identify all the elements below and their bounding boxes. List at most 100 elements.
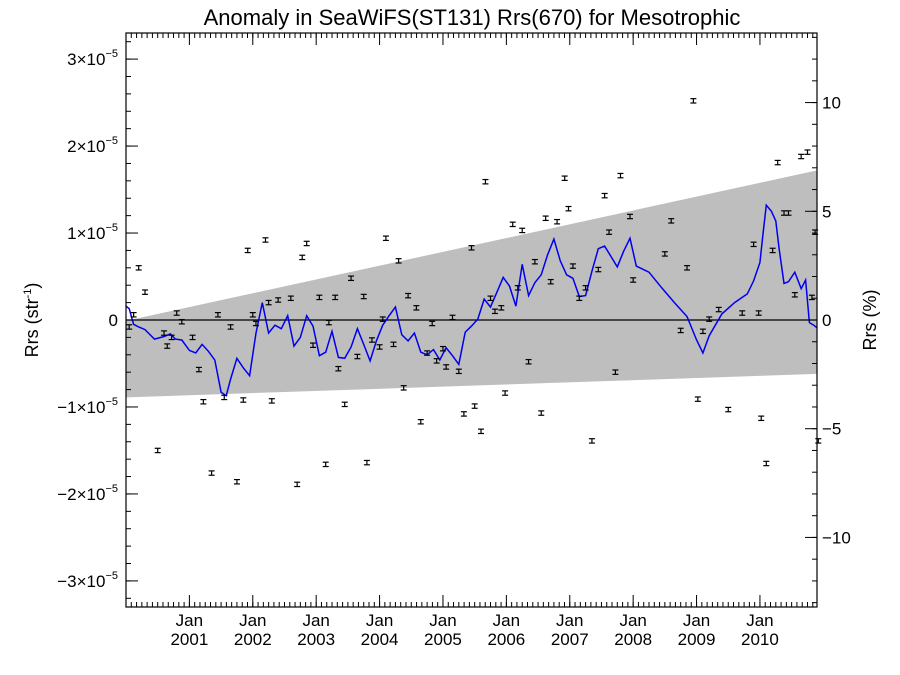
data-point [677, 327, 684, 334]
x-tick-year: 2007 [551, 630, 589, 649]
data-point [265, 299, 272, 306]
data-point [538, 410, 545, 416]
data-point [360, 293, 367, 300]
data-point [135, 265, 142, 271]
x-tick-month: Jan [619, 611, 646, 630]
data-point [774, 159, 781, 166]
data-point [376, 344, 383, 350]
data-point [514, 285, 521, 291]
data-point [487, 295, 494, 302]
running-mean-line [125, 203, 818, 397]
left-tick-label: −1×10−5 [57, 396, 118, 417]
data-point [325, 319, 332, 326]
data-point [405, 292, 412, 299]
data-point [195, 366, 202, 373]
data-point [341, 401, 348, 408]
data-point [221, 394, 228, 401]
data-point [178, 318, 185, 325]
data-point [804, 149, 811, 155]
data-point [502, 390, 509, 396]
data-point [491, 308, 498, 315]
x-tick-month: Jan [683, 611, 710, 630]
right-tick-label: 10 [822, 94, 841, 113]
data-point [758, 415, 765, 422]
anomaly-points [126, 98, 822, 488]
data-point [595, 266, 602, 273]
left-tick-label: −3×10−5 [57, 570, 118, 591]
data-point [565, 205, 572, 212]
data-point [547, 278, 554, 285]
data-point [268, 398, 275, 404]
data-point [439, 345, 446, 352]
data-point [750, 241, 757, 248]
data-point [395, 258, 402, 264]
data-point [519, 227, 526, 234]
data-point [576, 295, 583, 302]
right-tick-label: 5 [822, 202, 831, 221]
data-point [413, 305, 420, 311]
data-point [601, 192, 608, 199]
x-tick-year: 2009 [678, 630, 716, 649]
data-point [449, 314, 456, 321]
data-point [316, 294, 323, 301]
data-point [161, 330, 168, 336]
data-point [769, 247, 776, 254]
data-point [617, 172, 624, 179]
data-point [668, 218, 675, 224]
data-point [287, 295, 294, 302]
x-tick-month: Jan [176, 611, 203, 630]
data-point [354, 353, 361, 360]
x-tick-month: Jan [302, 611, 329, 630]
data-point [630, 277, 637, 283]
data-point [433, 358, 440, 364]
x-tick-year: 2010 [741, 630, 779, 649]
data-point [471, 403, 478, 409]
left-tick-label: 1×10−5 [67, 222, 118, 243]
data-point [154, 447, 161, 454]
data-point [569, 263, 576, 269]
x-tick-year: 2005 [424, 630, 462, 649]
data-point [214, 312, 221, 318]
chart-title: Anomaly in SeaWiFS(ST131) Rrs(670) for M… [204, 5, 741, 30]
data-point [798, 153, 805, 160]
right-tick-label: −10 [822, 528, 851, 547]
data-point [808, 294, 815, 301]
data-point [363, 459, 370, 466]
data-point [554, 218, 561, 225]
data-point [332, 294, 339, 301]
data-point [706, 316, 713, 322]
data-point [208, 470, 215, 476]
data-point [478, 428, 485, 435]
data-point [815, 438, 822, 444]
data-point [227, 324, 234, 330]
left-tick-label: 0 [109, 311, 118, 330]
x-tick-year: 2002 [234, 630, 272, 649]
data-point [684, 265, 691, 271]
x-tick-year: 2006 [487, 630, 525, 649]
data-point [525, 358, 532, 365]
y-axis-label-left: Rrs (str-1) [22, 283, 42, 358]
x-tick-year: 2004 [361, 630, 399, 649]
data-point [275, 297, 282, 303]
data-point [249, 312, 256, 318]
x-tick-year: 2008 [614, 630, 652, 649]
data-point [460, 411, 467, 417]
data-point [468, 245, 475, 251]
data-point [455, 368, 462, 375]
data-point [690, 98, 697, 104]
data-point [561, 175, 568, 182]
data-point [606, 229, 613, 235]
data-point [126, 324, 133, 330]
uncertainty-band [126, 170, 817, 398]
x-tick-month: Jan [493, 611, 520, 630]
data-point [244, 247, 251, 254]
data-point [424, 350, 431, 356]
data-point [582, 285, 589, 291]
data-point [335, 365, 342, 372]
data-point [699, 328, 706, 335]
right-tick-label: 0 [822, 311, 831, 330]
data-point [626, 213, 633, 220]
x-tick-month: Jan [556, 611, 583, 630]
data-point [417, 418, 424, 425]
